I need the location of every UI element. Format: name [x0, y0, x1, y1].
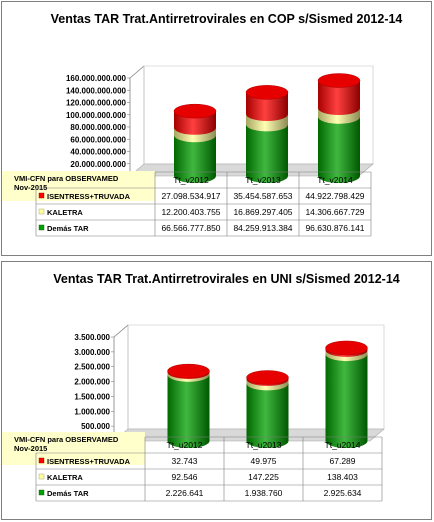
y-tick-label: 1.000.000: [74, 407, 110, 416]
table-note-line: VMI-CFN para OBSERVAMED: [14, 435, 119, 444]
y-tick-label: 80.000.000.000: [70, 123, 126, 132]
bar-segment-dem-s-tar-tt_u2013: [246, 383, 289, 448]
bar-segment-dem-s-tar-tt_v2014: [318, 116, 360, 183]
y-tick-label: 2.500.000: [74, 363, 110, 372]
legend-entry: Demás TAR: [47, 489, 89, 498]
legend-swatch: [38, 224, 45, 231]
data-label: 16.869.297.405: [233, 207, 292, 217]
legend-entry: ISENTRESS+TRUVADA: [47, 457, 131, 466]
bar-segment-dem-s-tar-tt_u2014: [325, 354, 368, 448]
legend-entry: ISENTRESS+TRUVADA: [47, 192, 131, 201]
table-note-line: Nov-2015: [14, 183, 47, 192]
x-category-label: Tt_u2014: [325, 440, 361, 450]
data-label: 66.566.777.850: [161, 223, 220, 233]
x-category-label: Tt_v2012: [173, 175, 209, 185]
y-axis-depth: [113, 324, 129, 338]
chart-panel-uni: Ventas TAR Trat.Antirretrovirales en UNI…: [1, 261, 432, 520]
bar-top-cap: [167, 363, 210, 379]
y-tick-label: 20.000.000.000: [70, 160, 126, 169]
y-tick-label: 40.000.000.000: [70, 148, 126, 157]
chart-panel-cop: Ventas TAR Trat.Antirretrovirales en COP…: [1, 1, 432, 256]
table-note-line: Nov-2015: [14, 444, 47, 453]
data-label: 2.925.634: [324, 488, 362, 498]
bar-segment-isentress-truvada-tt_v2014: [318, 80, 360, 116]
legend-swatch: [38, 457, 45, 464]
legend-swatch: [38, 489, 45, 496]
data-label: 84.259.913.384: [233, 223, 292, 233]
legend-entry: Demás TAR: [47, 224, 89, 233]
table-note-box: [2, 171, 155, 201]
data-label: 1.938.760: [245, 488, 283, 498]
data-label: 96.630.876.141: [305, 223, 364, 233]
data-label: 138.403: [327, 472, 358, 482]
bar-segment-dem-s-tar-tt_v2013: [246, 124, 288, 183]
table-note-box: [2, 432, 145, 465]
legend-entry: KALETRA: [47, 473, 83, 482]
y-tick-label: 500.000: [81, 422, 110, 431]
data-label: 67.289: [330, 456, 356, 466]
y-tick-label: 3.000.000: [74, 348, 110, 357]
y-tick-label: 160.000.000.000: [66, 74, 127, 83]
y-axis-depth: [129, 65, 145, 79]
data-label: 32.743: [172, 456, 198, 466]
data-label: 92.546: [172, 472, 198, 482]
chart-title: Ventas TAR Trat.Antirretrovirales en UNI…: [53, 272, 399, 286]
bar-top-cap: [317, 73, 361, 88]
table-note-line: VMI-CFN para OBSERVAMED: [14, 174, 119, 183]
bar-top-cap: [325, 340, 368, 356]
data-label: 14.306.667.729: [305, 207, 364, 217]
x-category-label: Tt_v2014: [317, 175, 353, 185]
data-label: 2.226.641: [166, 488, 204, 498]
chart-uni: Ventas TAR Trat.Antirretrovirales en UNI…: [2, 272, 400, 502]
y-tick-label: 120.000.000.000: [66, 99, 127, 108]
bar-top-cap: [246, 370, 289, 385]
data-label: 147.225: [248, 472, 279, 482]
chart-cop: Ventas TAR Trat.Antirretrovirales en COP…: [2, 12, 403, 237]
data-label: 27.098.534.917: [161, 191, 220, 201]
x-category-label: Tt_u2012: [167, 440, 203, 450]
x-category-label: Tt_u2013: [246, 440, 282, 450]
bar-segment-isentress-truvada-tt_v2013: [246, 92, 288, 122]
bar-top-cap: [245, 85, 289, 100]
y-tick-label: 3.500.000: [74, 333, 110, 342]
bar-segment-dem-s-tar-tt_v2012: [174, 135, 216, 183]
y-tick-label: 100.000.000.000: [66, 111, 127, 120]
y-tick-label: 140.000.000.000: [66, 86, 127, 95]
y-tick-label: 60.000.000.000: [70, 135, 126, 144]
chart-title: Ventas TAR Trat.Antirretrovirales en COP…: [51, 12, 403, 26]
x-category-label: Tt_v2013: [245, 175, 281, 185]
bar-segment-dem-s-tar-tt_u2012: [167, 374, 210, 448]
y-tick-label: 1.500.000: [74, 392, 110, 401]
bar-top-cap: [173, 103, 217, 119]
legend-swatch: [38, 473, 45, 480]
data-label: 12.200.403.755: [161, 207, 220, 217]
y-tick-label: 2.000.000: [74, 378, 110, 387]
data-label: 35.454.587.653: [233, 191, 292, 201]
data-label: 44.922.798.429: [305, 191, 364, 201]
data-label: 49.975: [251, 456, 277, 466]
legend-swatch: [38, 192, 45, 199]
legend-entry: KALETRA: [47, 208, 83, 217]
legend-swatch: [38, 208, 45, 215]
